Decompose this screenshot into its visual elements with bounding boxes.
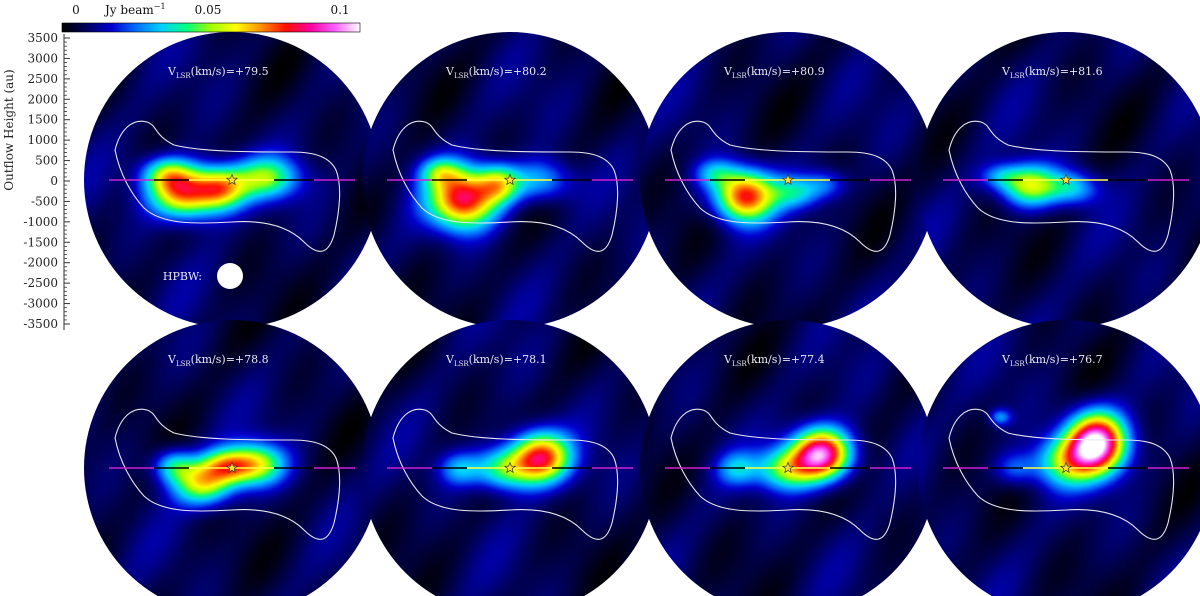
- y-tick-label: 0: [50, 174, 58, 188]
- velocity-label: VLSR(km/s)=+80.9: [723, 65, 825, 80]
- velocity-label-sub: LSR: [732, 360, 747, 368]
- velocity-label-sub: LSR: [732, 72, 747, 80]
- velocity-label-v: V: [167, 353, 177, 366]
- y-tick-label: 3000: [27, 51, 58, 65]
- y-tick-label: -3000: [23, 297, 58, 311]
- channel-panel: VLSR(km/s)=+81.6: [918, 32, 1200, 328]
- y-tick-label: 2000: [27, 92, 58, 106]
- intensity-map: [640, 320, 936, 596]
- velocity-label-v: V: [1001, 65, 1011, 78]
- velocity-label-unit: (km/s)=+80.9: [747, 65, 825, 78]
- colorbar-gradient: [61, 22, 361, 33]
- channel-panel: VLSR(km/s)=+78.1: [362, 320, 658, 596]
- velocity-label-sub: LSR: [1010, 72, 1025, 80]
- y-axis: 3500 3000 2500 2000 1500 1000 500 0 -500 -1000 -15…: [23, 31, 70, 331]
- outflow-contour: [670, 408, 897, 540]
- star-marker: [503, 173, 517, 186]
- velocity-label: VLSR(km/s)=+78.8: [167, 353, 269, 368]
- intensity-map: [918, 320, 1200, 596]
- star-marker: [225, 173, 239, 186]
- velocity-label-v: V: [723, 353, 733, 366]
- channel-panel: VLSR(km/s)=+76.7: [918, 320, 1200, 596]
- velocity-label-unit: (km/s)=+81.6: [1025, 65, 1103, 78]
- y-tick-label: -3500: [23, 317, 58, 331]
- y-axis-label: Outflow Height (au): [2, 69, 16, 190]
- velocity-label: VLSR(km/s)=+79.5: [167, 65, 269, 80]
- star-marker: [1059, 173, 1073, 186]
- velocity-label-v: V: [445, 65, 455, 78]
- beam-ellipse: [217, 263, 243, 289]
- channel-panel: VLSR(km/s)=+78.8: [84, 320, 380, 596]
- velocity-label: VLSR(km/s)=+77.4: [723, 353, 825, 368]
- y-tick-label: -2500: [23, 276, 58, 290]
- intensity-map: [362, 320, 658, 596]
- colorbar-tick-1: 0.05: [195, 3, 222, 17]
- velocity-label-unit: (km/s)=+77.4: [747, 353, 825, 366]
- velocity-label-v: V: [723, 65, 733, 78]
- y-tick-label: 3500: [27, 31, 58, 45]
- velocity-label-unit: (km/s)=+79.5: [191, 65, 269, 78]
- velocity-label-unit: (km/s)=+78.8: [191, 353, 269, 366]
- y-tick-label: -500: [31, 194, 58, 208]
- outflow-contour: [948, 120, 1175, 252]
- velocity-label-sub: LSR: [454, 72, 469, 80]
- star-marker: [781, 461, 795, 474]
- velocity-label: VLSR(km/s)=+78.1: [445, 353, 547, 368]
- velocity-label-unit: (km/s)=+80.2: [469, 65, 547, 78]
- intensity-map: [84, 320, 380, 596]
- velocity-label: VLSR(km/s)=+80.2: [445, 65, 547, 80]
- channel-panel: VLSR(km/s)=+80.2: [362, 32, 658, 328]
- outflow-contour: [392, 120, 619, 252]
- outflow-contour: [670, 120, 897, 252]
- velocity-label: VLSR(km/s)=+81.6: [1001, 65, 1103, 80]
- velocity-label-unit: (km/s)=+78.1: [469, 353, 547, 366]
- colorbar-tick-2: 0.1: [330, 3, 349, 17]
- outflow-contour: [114, 408, 341, 540]
- star-marker: [781, 173, 795, 186]
- y-tick-label: -1000: [23, 215, 58, 229]
- y-tick-label: 1000: [27, 133, 58, 147]
- velocity-label-v: V: [167, 65, 177, 78]
- star-marker: [225, 461, 239, 474]
- outflow-contour: [392, 408, 619, 540]
- velocity-label-sub: LSR: [454, 360, 469, 368]
- channel-panel: VLSR(km/s)=+80.9: [640, 32, 936, 328]
- velocity-label-sub: LSR: [1010, 360, 1025, 368]
- y-tick-label: 1500: [27, 113, 58, 127]
- outflow-contour: [114, 120, 341, 252]
- velocity-label-unit: (km/s)=+76.7: [1025, 353, 1103, 366]
- velocity-label-sub: LSR: [176, 360, 191, 368]
- colorbar-tick-0: 0: [72, 3, 80, 17]
- velocity-label-v: V: [445, 353, 455, 366]
- y-tick-label: -1500: [23, 235, 58, 249]
- channel-panel: VLSR(km/s)=+79.5 HPBW:: [84, 32, 380, 328]
- star-marker: [1059, 461, 1073, 474]
- velocity-label-v: V: [1001, 353, 1011, 366]
- y-tick-label: -2000: [23, 256, 58, 270]
- colorbar: 0 0.05 0.1 Jy beam−1: [61, 2, 361, 33]
- y-tick-label: 500: [35, 154, 58, 168]
- velocity-label: VLSR(km/s)=+76.7: [1001, 353, 1103, 368]
- channel-panel: VLSR(km/s)=+77.4: [640, 320, 936, 596]
- y-tick-label: 2500: [27, 72, 58, 86]
- velocity-label-sub: LSR: [176, 72, 191, 80]
- outflow-contour: [948, 408, 1175, 540]
- star-marker: [503, 461, 517, 474]
- colorbar-unit: Jy beam−1: [103, 2, 166, 17]
- beam-label: HPBW:: [163, 270, 202, 283]
